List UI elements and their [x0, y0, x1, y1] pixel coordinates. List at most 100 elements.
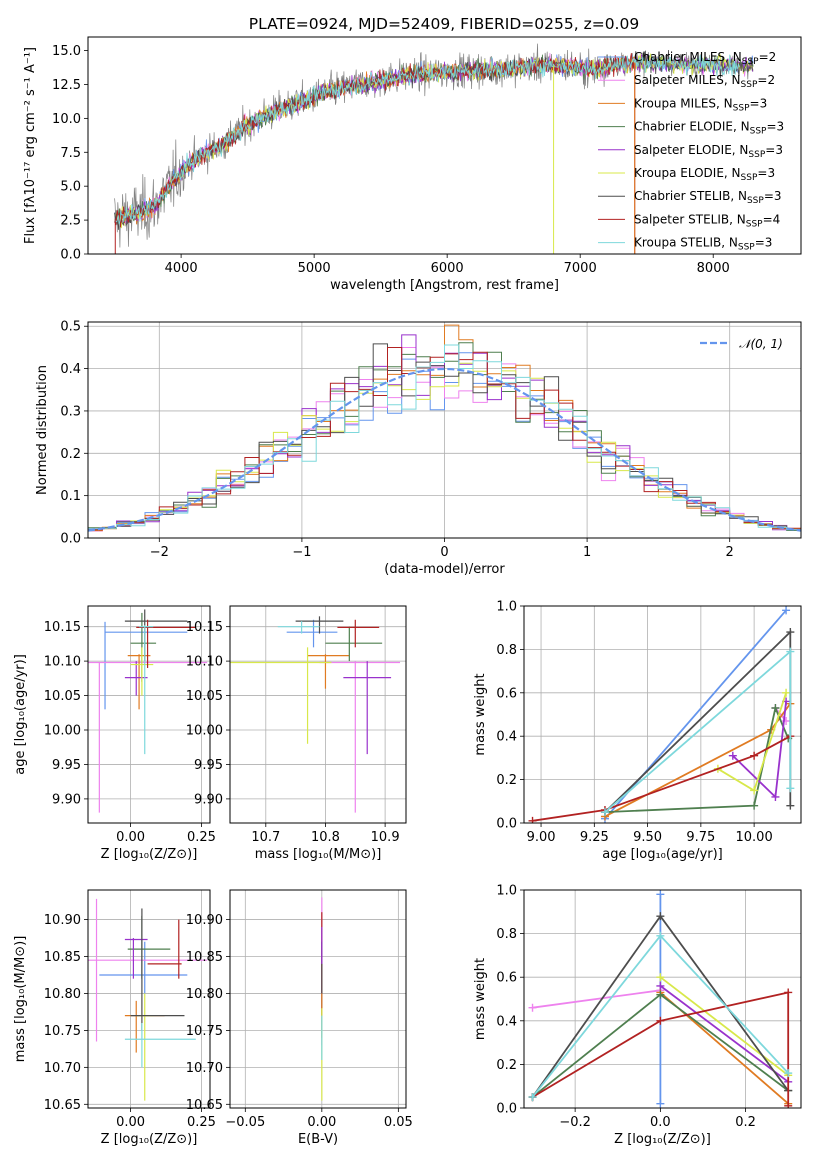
legend-entry-sub: SSP [733, 103, 750, 113]
errorbar-point [337, 619, 380, 648]
mass-weight-marker [656, 1099, 665, 1108]
legend-entry-name: Kroupa ELODIE, N [634, 166, 741, 180]
x-axis-label: wavelength [Angstrom, rest frame] [330, 278, 559, 293]
legend-entry-sub: SSP [741, 173, 758, 183]
y-tick-label: 10.70 [44, 1061, 81, 1076]
mass-weight-marker [528, 1003, 537, 1012]
spectrum-legend: Chabrier MILES, NSSP=2 Salpeter MILES, NS… [598, 50, 784, 253]
y-tick-label: 0.0 [496, 1102, 517, 1117]
legend-entry-count: =3 [764, 189, 782, 203]
errorbar-point [88, 661, 208, 813]
y-tick-label: 10.75 [186, 1024, 223, 1039]
x-tick-label: 2 [726, 545, 734, 560]
x-tick-label: 0.00 [307, 1115, 336, 1130]
x-axis-label: Z [log₁₀(Z/Z⊙)] [614, 1132, 711, 1147]
errorbar-point [124, 609, 188, 662]
y-tick-label: 0.2 [496, 1058, 517, 1073]
y-tick-label: 0.0 [60, 532, 81, 547]
y-tick-label: 0.4 [496, 1014, 517, 1029]
y-tick-label: 10.00 [186, 724, 223, 739]
x-tick-label: 0.0 [650, 1115, 671, 1130]
y-tick-label: 5.0 [60, 180, 81, 195]
mass-weight-line [532, 989, 661, 1009]
legend-entry-count: =3 [765, 143, 783, 157]
mass-weight-marker [656, 931, 665, 940]
mass-weight-marker [784, 1101, 793, 1108]
legend-entry: Salpeter MILES, NSSP=2 [634, 73, 775, 90]
x-tick-label: −2 [150, 545, 169, 560]
chart-mass-vs-Z: 0.00 0.25 10.65 10.70 10.75 10.80 10.85 10.90 Z … [13, 889, 216, 1147]
errorbar-point [139, 625, 154, 755]
plot-area-massweight-vs-age [528, 606, 795, 823]
y-tick-label: 0.2 [60, 447, 81, 462]
y-tick-label: 10.85 [186, 950, 223, 965]
legend-entry: Chabrier MILES, NSSP=2 [634, 50, 776, 67]
errorbar-point [130, 908, 185, 1031]
mass-weight-marker [784, 1069, 793, 1078]
errorbar-point [147, 919, 182, 979]
mass-weight-marker [528, 1093, 537, 1102]
y-tick-label: 15.0 [52, 44, 81, 59]
y-tick-label: 0.8 [496, 643, 517, 658]
y-tick-label: 0.8 [496, 927, 517, 942]
x-axis-label: Z [log₁₀(Z/Z⊙)] [101, 1132, 198, 1147]
mass-weight-marker [528, 816, 537, 823]
x-tick-label: 5000 [298, 261, 331, 276]
axes-frame [87, 605, 211, 824]
plot-area-massweight-vs-Z [528, 890, 793, 1108]
y-axis-label: age [log₁₀(age/yr)] [13, 654, 28, 775]
x-tick-label: 0.25 [187, 830, 216, 845]
mass-weight-marker [750, 751, 759, 760]
y-tick-label: 0.4 [60, 362, 81, 377]
errorbar-point [286, 619, 338, 648]
mass-weight-marker [750, 786, 759, 795]
y-tick-label: 7.5 [60, 146, 81, 161]
y-tick-label: 12.5 [52, 78, 81, 93]
x-tick-label: 1 [583, 545, 591, 560]
mass-weight-marker [786, 647, 795, 656]
chart-age-vs-Z: 0.00 0.25 9.90 9.95 10.00 10.05 10.10 10.15 Z [l… [13, 605, 216, 862]
mass-weight-line [532, 991, 790, 1106]
x-tick-label: −0.2 [559, 1115, 591, 1130]
mass-weight-marker [656, 973, 665, 982]
y-tick-label: 10.90 [186, 913, 223, 928]
residual-histogram [88, 343, 801, 531]
mass-weight-marker [656, 1016, 665, 1025]
chart-massweight-vs-Z: −0.2 0.0 0.2 0.0 0.2 0.4 0.6 0.8 1.0 Z [log₁₀(Z/Z… [473, 884, 802, 1147]
errorbar-point [319, 661, 401, 813]
y-tick-label: 10.05 [186, 689, 223, 704]
panels: 4000 5000 6000 7000 80000.02.55.07.510.012.5… [13, 36, 802, 1147]
plot-area-age-vs-Z [88, 609, 208, 813]
y-tick-label: 0.6 [496, 971, 517, 986]
x-tick-label: 0 [440, 545, 448, 560]
legend-entry: 𝒩(0, 1) [739, 337, 783, 351]
x-tick-label: 8000 [697, 261, 730, 276]
mass-weight-marker [771, 703, 780, 712]
y-tick-label: 0.3 [60, 404, 81, 419]
legend-entry-name: Salpeter STELIB, N [634, 212, 746, 226]
x-axis-label: E(B-V) [298, 1132, 338, 1147]
y-tick-label: 10.70 [186, 1061, 223, 1076]
legend-entry-sub: SSP [748, 150, 765, 160]
x-tick-label: 10.7 [251, 830, 280, 845]
axes-frame [523, 605, 802, 824]
errorbar-point [124, 661, 148, 696]
legend-entry-name: Chabrier STELIB, N [634, 189, 747, 203]
y-tick-label: 2.5 [60, 214, 81, 229]
legend-entry-sub: SSP [738, 243, 755, 253]
y-tick-label: 10.05 [44, 689, 81, 704]
errorbar-point [124, 938, 148, 979]
y-tick-label: 10.10 [186, 655, 223, 670]
x-tick-label: 4000 [165, 261, 198, 276]
mass-weight-line [659, 985, 789, 1083]
mass-weight-marker [656, 981, 665, 990]
legend-entry-count: =3 [766, 120, 784, 134]
legend-entry: Salpeter STELIB, NSSP=4 [634, 212, 780, 229]
axes-frame [229, 605, 407, 824]
y-tick-label: 0.0 [60, 248, 81, 263]
errorbar-point [277, 621, 320, 634]
axes-frame [87, 36, 802, 255]
legend-entry-count: =4 [763, 212, 781, 226]
y-axis-label: Normed distribution [35, 365, 50, 495]
y-tick-label: 0.4 [496, 730, 517, 745]
